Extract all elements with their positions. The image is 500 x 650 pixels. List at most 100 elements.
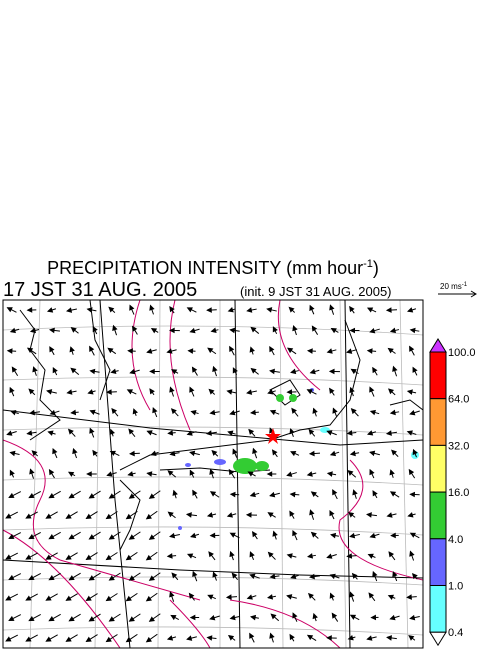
- wind-arrow-head: [25, 636, 32, 642]
- colorbar-label: 16.0: [448, 487, 469, 499]
- colorbar-over: [429, 338, 447, 353]
- wind-arrow-head: [229, 491, 236, 498]
- wind-arrow-head: [209, 491, 217, 497]
- wind-arrow-head: [8, 574, 15, 580]
- wind-arrow-head: [6, 430, 13, 436]
- wind-arrow-head: [409, 409, 416, 416]
- wind-arrow-head: [289, 491, 296, 498]
- wind-arrow-head: [26, 307, 33, 313]
- precipitation-cells: [178, 388, 419, 530]
- wind-arrow-head: [28, 388, 35, 395]
- wind-arrow-head: [66, 307, 73, 313]
- wind-arrow-head: [145, 595, 152, 602]
- wind-arrow-head: [306, 471, 313, 477]
- wind-arrow-head: [349, 327, 356, 334]
- wind-arrow-head: [407, 512, 414, 518]
- wind-arrow-head: [369, 532, 376, 539]
- wind-arrow-head: [352, 489, 358, 496]
- wind-arrow-head: [229, 614, 236, 621]
- wind-arrow-head: [227, 430, 234, 436]
- wind-arrow-head: [148, 575, 155, 581]
- wind-arrow-head: [385, 430, 392, 436]
- wind-arrow-head: [245, 512, 252, 518]
- wind-arrow-head: [308, 428, 315, 435]
- wind-arrow-head: [52, 366, 58, 374]
- colorbar-label: 0.4: [448, 627, 463, 639]
- wind-arrow-head: [5, 513, 12, 519]
- wind-arrow-head: [149, 304, 155, 311]
- vector-key-exponent: -1: [462, 282, 468, 288]
- wind-arrow-head: [70, 367, 77, 374]
- wind-arrow-head: [170, 614, 177, 621]
- wind-arrow-head: [407, 307, 414, 313]
- wind-arrow-head: [331, 612, 338, 619]
- wind-arrow-head: [232, 448, 238, 455]
- wind-arrow-head: [349, 305, 355, 313]
- wind-arrow-head: [105, 636, 112, 643]
- wind-arrow-head: [406, 594, 412, 600]
- isobars: [3, 300, 423, 648]
- wind-arrow-head: [408, 635, 415, 641]
- title-close: ): [373, 258, 379, 278]
- wind-arrow-head: [206, 635, 213, 641]
- wind-arrow-head: [105, 513, 112, 520]
- wind-arrow-head: [346, 553, 353, 559]
- wind-arrow-head: [229, 345, 235, 353]
- wind-arrow-head: [132, 325, 138, 332]
- wind-arrow-head: [310, 491, 317, 497]
- wind-arrow-head: [286, 553, 293, 559]
- wind-arrow-head: [207, 347, 214, 354]
- wind-arrow-head: [109, 428, 115, 435]
- wind-arrow-head: [28, 492, 35, 499]
- wind-arrow-head: [369, 468, 375, 476]
- wind-arrow-head: [169, 591, 175, 598]
- wind-arrow-head: [389, 327, 397, 334]
- wind-arrow-head: [11, 366, 18, 373]
- wind-arrow-head: [150, 450, 157, 456]
- wind-arrow-head: [267, 389, 274, 395]
- wind-arrow-head: [125, 554, 132, 561]
- wind-arrow-head: [272, 530, 278, 537]
- wind-arrow-head: [52, 448, 58, 455]
- wind-arrow-head: [366, 348, 373, 354]
- colorbar-segment: [429, 585, 447, 633]
- wind-arrow-head: [192, 570, 198, 578]
- wind-arrow-head: [166, 553, 173, 559]
- wind-arrow-head: [111, 407, 118, 415]
- wind-arrow-head: [387, 347, 394, 354]
- wind-arrow-head: [269, 491, 276, 498]
- wind-arrow-head: [48, 616, 55, 622]
- wind-arrow-head: [229, 532, 236, 538]
- wind-arrow-head: [146, 348, 153, 354]
- wind-arrow-head: [385, 307, 392, 313]
- wind-arrow-head: [45, 513, 52, 519]
- wind-arrow-head: [286, 471, 293, 477]
- wind-arrow-head: [246, 594, 253, 600]
- wind-arrow-head: [49, 409, 56, 416]
- wind-arrow-head: [349, 532, 356, 539]
- wind-arrow-head: [10, 409, 17, 416]
- wind-arrow-head: [347, 635, 354, 641]
- wind-arrow-head: [226, 512, 233, 518]
- wind-arrow-head: [186, 307, 193, 313]
- wind-arrow-head: [389, 614, 396, 621]
- wind-arrow-head: [5, 554, 12, 560]
- wind-arrow-head: [288, 306, 295, 313]
- wind-arrow-head: [372, 366, 378, 374]
- wind-arrow-head: [232, 367, 238, 374]
- wind-arrow-head: [212, 365, 218, 373]
- wind-arrow-head: [68, 493, 75, 499]
- wind-arrow-head: [65, 554, 72, 560]
- wind-arrow-head: [326, 471, 333, 477]
- wind-arrow-head: [269, 632, 275, 639]
- wind-arrow-head: [389, 469, 395, 476]
- wind-arrow-head: [368, 592, 375, 599]
- wind-arrow-head: [149, 368, 155, 375]
- wind-arrow-head: [187, 348, 194, 354]
- wind-arrow-head: [128, 575, 135, 581]
- wind-arrow-head: [386, 512, 393, 518]
- wind-arrow-head: [308, 573, 315, 580]
- wind-arrow-head: [9, 327, 16, 334]
- wind-arrow-head: [271, 449, 278, 456]
- wind-arrow-head: [292, 325, 298, 332]
